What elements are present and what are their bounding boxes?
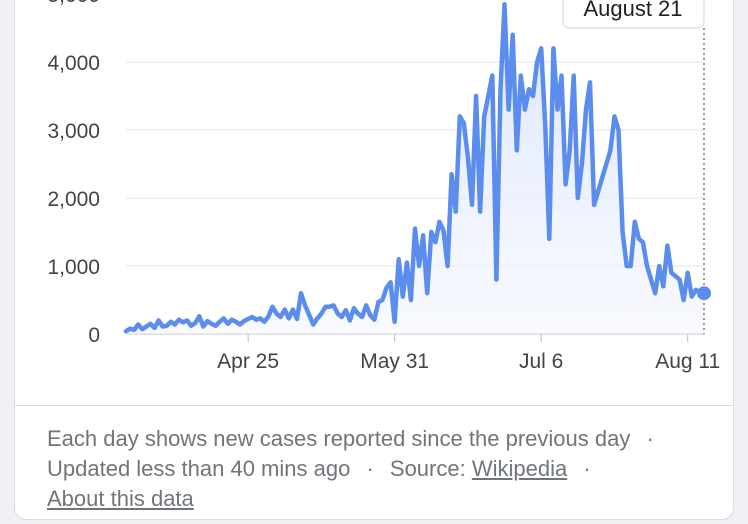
y-tick-label: 4,000 [47,52,100,75]
y-tick-label: 0 [88,324,100,347]
x-tick-label: Apr 25 [217,350,279,373]
y-tick-label: 3,000 [47,120,100,143]
cases-line-chart[interactable]: 0 1,000 2,000 3,000 4,000 5,000 Apr 25 May 31 J… [0,0,748,405]
footer-dot: · [646,426,654,451]
x-tick-label: Jul 6 [519,350,563,373]
y-tick-label: 2,000 [47,188,100,211]
date-tooltip: August 21 [562,0,705,29]
about-this-data-link[interactable]: About this data [47,486,194,511]
series-line [123,1,707,334]
wikipedia-source-link[interactable]: Wikipedia [471,456,568,481]
x-tick-label: Aug 11 [655,350,720,373]
card-divider [15,405,733,406]
series-area [126,4,704,334]
footer-updated: Updated less than 40 mins ago [47,456,351,481]
footer-dot: · [583,456,591,481]
hover-point[interactable] [697,286,711,301]
y-tick-label: 1,000 [47,256,100,279]
footer-source-label: Source: [389,456,466,481]
footer-description: Each day shows new cases reported since … [47,426,631,451]
y-tick-label-top: 5,000 [47,0,100,7]
chart-footer: Each day shows new cases reported since … [47,424,707,514]
tooltip-date: August 21 [583,0,682,21]
x-tick-label: May 31 [360,350,429,373]
footer-dot: · [366,456,374,481]
